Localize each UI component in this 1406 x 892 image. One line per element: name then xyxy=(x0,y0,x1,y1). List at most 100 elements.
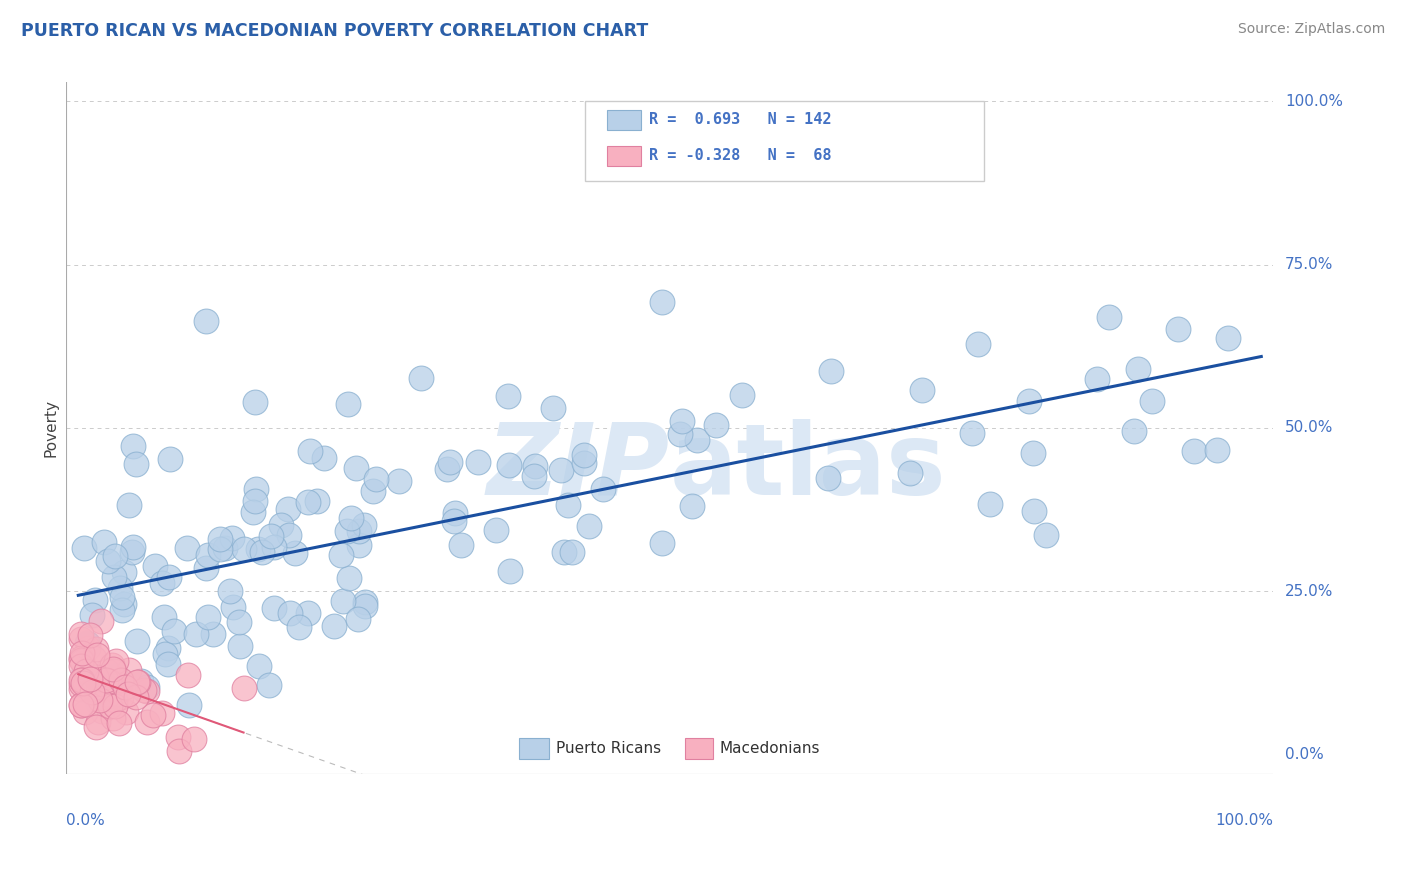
Point xyxy=(336,524,359,538)
Point xyxy=(361,483,384,498)
Point xyxy=(681,499,703,513)
Text: 0.0%: 0.0% xyxy=(66,814,105,829)
Point xyxy=(125,690,148,704)
Point xyxy=(572,456,595,470)
Point xyxy=(73,541,96,555)
Point xyxy=(108,715,131,730)
Point xyxy=(129,673,152,688)
Point xyxy=(86,648,108,662)
Text: 25.0%: 25.0% xyxy=(1285,583,1333,599)
Point xyxy=(299,444,322,458)
Point xyxy=(323,618,346,632)
Point xyxy=(314,451,336,466)
Point xyxy=(252,545,274,559)
Point xyxy=(117,687,139,701)
Point xyxy=(157,570,180,584)
Text: atlas: atlas xyxy=(669,418,946,516)
Point xyxy=(443,514,465,528)
Point xyxy=(96,675,118,690)
Point xyxy=(125,458,148,472)
Point xyxy=(101,689,124,703)
Point xyxy=(557,499,579,513)
Point xyxy=(270,518,292,533)
Text: PUERTO RICAN VS MACEDONIAN POVERTY CORRELATION CHART: PUERTO RICAN VS MACEDONIAN POVERTY CORRE… xyxy=(21,22,648,40)
Point xyxy=(103,664,125,678)
Point xyxy=(214,541,236,556)
FancyBboxPatch shape xyxy=(607,110,641,130)
Point xyxy=(184,626,207,640)
Point xyxy=(1024,503,1046,517)
Point xyxy=(111,602,134,616)
Point xyxy=(671,414,693,428)
Point xyxy=(105,654,128,668)
Point xyxy=(177,698,200,712)
Point xyxy=(177,668,200,682)
Point xyxy=(84,593,107,607)
Point xyxy=(257,678,280,692)
Point xyxy=(70,698,93,712)
Point xyxy=(229,640,252,654)
Point xyxy=(245,483,267,497)
Point xyxy=(1167,322,1189,336)
Point xyxy=(550,463,572,477)
Point xyxy=(75,665,97,679)
Point xyxy=(103,662,125,676)
Point xyxy=(153,647,176,661)
Point xyxy=(277,501,299,516)
Point xyxy=(233,541,256,556)
Point xyxy=(1140,393,1163,408)
Point xyxy=(1205,442,1227,457)
Point xyxy=(354,595,377,609)
Point xyxy=(134,683,156,698)
Point xyxy=(84,721,107,735)
Point xyxy=(221,532,243,546)
Text: R = -0.328   N =  68: R = -0.328 N = 68 xyxy=(650,148,832,163)
Point xyxy=(347,524,370,539)
Point xyxy=(157,657,180,672)
Point xyxy=(1035,528,1057,542)
Point xyxy=(202,627,225,641)
Point xyxy=(354,599,377,614)
Point xyxy=(97,554,120,568)
Point xyxy=(79,672,101,686)
Point xyxy=(157,640,180,655)
Point xyxy=(80,673,103,687)
Point xyxy=(561,545,583,559)
Text: Macedonians: Macedonians xyxy=(720,741,820,756)
Point xyxy=(127,675,149,690)
Point xyxy=(73,705,96,719)
Point xyxy=(111,590,134,604)
Point xyxy=(651,535,673,549)
Point xyxy=(167,730,190,744)
Point xyxy=(332,594,354,608)
Point xyxy=(436,462,458,476)
Point xyxy=(523,469,546,483)
Point xyxy=(98,699,121,714)
Point xyxy=(388,474,411,488)
Point xyxy=(1022,445,1045,459)
Point xyxy=(337,570,360,584)
Point xyxy=(69,651,91,665)
Point xyxy=(731,388,754,402)
Point xyxy=(228,615,250,629)
Point xyxy=(1098,310,1121,325)
Point xyxy=(96,664,118,678)
Point xyxy=(91,677,114,691)
Point xyxy=(79,628,101,642)
Point xyxy=(349,538,371,552)
Point xyxy=(86,696,108,710)
FancyBboxPatch shape xyxy=(519,738,550,759)
Point xyxy=(104,549,127,563)
FancyBboxPatch shape xyxy=(585,102,984,181)
Point xyxy=(307,493,329,508)
Point xyxy=(336,397,359,411)
Point xyxy=(80,607,103,622)
Point xyxy=(103,570,125,584)
Point xyxy=(108,581,131,595)
Point xyxy=(1128,361,1150,376)
Point xyxy=(297,606,319,620)
Text: Puerto Ricans: Puerto Ricans xyxy=(557,741,661,756)
Point xyxy=(150,706,173,720)
Point xyxy=(499,564,522,578)
Text: R =  0.693   N = 142: R = 0.693 N = 142 xyxy=(650,112,832,128)
